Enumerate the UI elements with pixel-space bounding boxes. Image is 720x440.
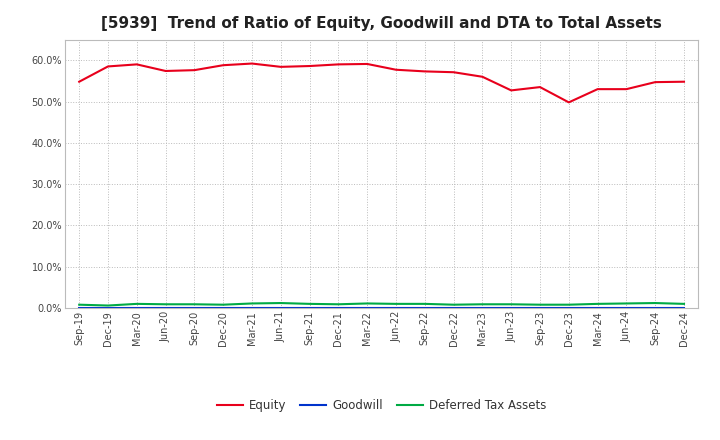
Deferred Tax Assets — [132, 301, 141, 307]
Goodwill — [104, 305, 112, 311]
Deferred Tax Assets — [305, 301, 314, 307]
Goodwill — [420, 305, 429, 311]
Equity — [190, 67, 199, 73]
Equity — [478, 74, 487, 79]
Goodwill — [651, 305, 660, 311]
Goodwill — [305, 305, 314, 311]
Goodwill — [593, 305, 602, 311]
Goodwill — [276, 305, 285, 311]
Deferred Tax Assets — [536, 302, 544, 307]
Deferred Tax Assets — [75, 302, 84, 307]
Deferred Tax Assets — [593, 301, 602, 307]
Equity — [248, 61, 256, 66]
Deferred Tax Assets — [449, 302, 458, 307]
Deferred Tax Assets — [363, 301, 372, 306]
Equity — [507, 88, 516, 93]
Equity — [420, 69, 429, 74]
Equity — [536, 84, 544, 90]
Goodwill — [248, 305, 256, 311]
Goodwill — [536, 305, 544, 311]
Equity — [449, 70, 458, 75]
Equity — [132, 62, 141, 67]
Deferred Tax Assets — [420, 301, 429, 307]
Goodwill — [219, 305, 228, 311]
Deferred Tax Assets — [219, 302, 228, 307]
Deferred Tax Assets — [276, 301, 285, 306]
Legend: Equity, Goodwill, Deferred Tax Assets: Equity, Goodwill, Deferred Tax Assets — [212, 394, 551, 417]
Equity — [651, 80, 660, 85]
Deferred Tax Assets — [392, 301, 400, 307]
Equity — [219, 62, 228, 68]
Equity — [622, 87, 631, 92]
Equity — [392, 67, 400, 73]
Line: Equity: Equity — [79, 63, 684, 103]
Equity — [305, 63, 314, 69]
Deferred Tax Assets — [190, 302, 199, 307]
Equity — [104, 64, 112, 69]
Equity — [161, 68, 170, 73]
Goodwill — [334, 305, 343, 311]
Goodwill — [161, 305, 170, 311]
Equity — [680, 79, 688, 84]
Equity — [334, 62, 343, 67]
Goodwill — [392, 305, 400, 311]
Deferred Tax Assets — [478, 302, 487, 307]
Deferred Tax Assets — [651, 301, 660, 306]
Equity — [363, 61, 372, 66]
Deferred Tax Assets — [680, 301, 688, 307]
Deferred Tax Assets — [248, 301, 256, 306]
Goodwill — [363, 305, 372, 311]
Equity — [593, 87, 602, 92]
Deferred Tax Assets — [104, 303, 112, 308]
Goodwill — [449, 305, 458, 311]
Deferred Tax Assets — [622, 301, 631, 306]
Deferred Tax Assets — [564, 302, 573, 307]
Goodwill — [478, 305, 487, 311]
Line: Deferred Tax Assets: Deferred Tax Assets — [79, 303, 684, 305]
Equity — [75, 79, 84, 84]
Goodwill — [190, 305, 199, 311]
Goodwill — [564, 305, 573, 311]
Goodwill — [132, 305, 141, 311]
Goodwill — [622, 305, 631, 311]
Equity — [564, 100, 573, 105]
Deferred Tax Assets — [334, 302, 343, 307]
Equity — [276, 64, 285, 70]
Goodwill — [507, 305, 516, 311]
Goodwill — [680, 305, 688, 311]
Deferred Tax Assets — [507, 302, 516, 307]
Goodwill — [75, 305, 84, 311]
Title: [5939]  Trend of Ratio of Equity, Goodwill and DTA to Total Assets: [5939] Trend of Ratio of Equity, Goodwil… — [102, 16, 662, 32]
Deferred Tax Assets — [161, 302, 170, 307]
